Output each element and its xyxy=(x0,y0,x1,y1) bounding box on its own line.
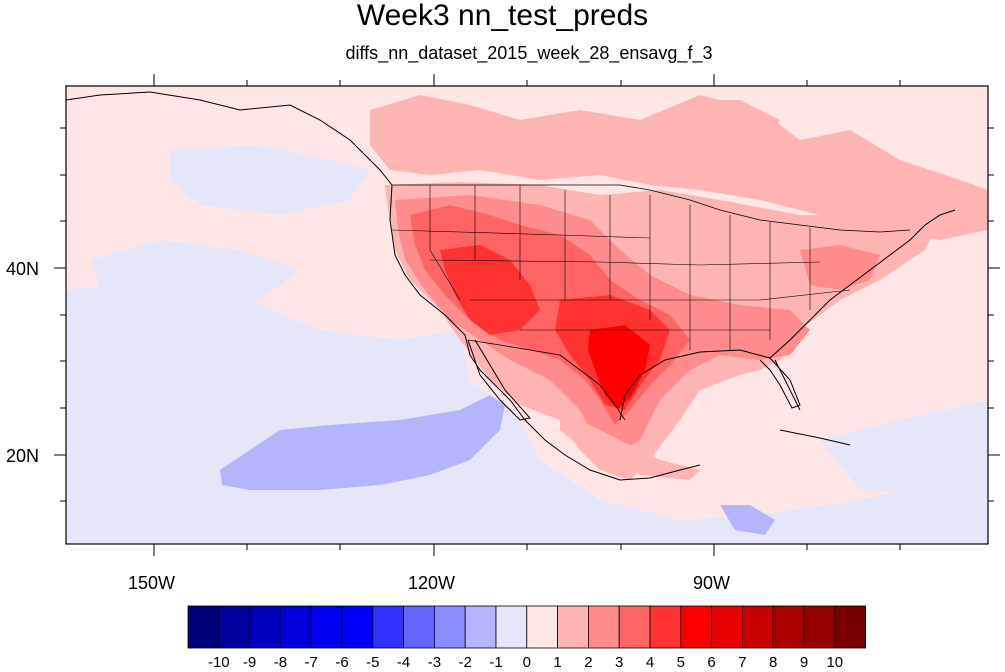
lat-label-20n: 20N xyxy=(6,446,40,466)
colorbar-label: 2 xyxy=(584,654,593,671)
colorbar-label: -1 xyxy=(489,654,503,671)
colorbar-label: 1 xyxy=(553,654,562,671)
border-us-mexico xyxy=(467,339,626,421)
colorbar-label: -10 xyxy=(207,654,230,671)
colorbar-label: 10 xyxy=(826,654,844,671)
colorbar-box xyxy=(279,605,312,649)
colorbar-box xyxy=(464,605,497,649)
colorbar-box xyxy=(403,605,435,649)
lon-label-90w: 90W xyxy=(693,573,731,593)
colorbar-label: 4 xyxy=(645,654,655,671)
colorbar-label: 8 xyxy=(769,654,778,671)
coastline-east xyxy=(769,209,956,359)
coastline-baja xyxy=(467,339,531,421)
colorbar-box xyxy=(711,605,743,649)
field-canada-warm xyxy=(370,95,988,240)
colorbar xyxy=(187,605,866,649)
field-ocean-blue-patch xyxy=(220,395,505,490)
field-caribbean-blue xyxy=(720,505,775,535)
colorbar-box xyxy=(372,605,404,649)
coastline-florida xyxy=(774,359,801,411)
colorbar-label: -9 xyxy=(242,654,257,671)
colorbar-box xyxy=(772,605,805,649)
border-us-canada xyxy=(392,184,911,233)
colorbar-box xyxy=(834,605,866,649)
colorbar-label: -3 xyxy=(427,654,442,671)
lon-label-120w: 120W xyxy=(408,573,456,593)
colorbar-box xyxy=(803,605,836,649)
colorbar-label: -7 xyxy=(304,654,318,671)
lon-label-150w: 150W xyxy=(128,573,176,593)
colorbar-label: 9 xyxy=(799,654,809,671)
colorbar-box xyxy=(526,605,558,649)
colorbar-label: -8 xyxy=(273,654,288,671)
colorbar-box xyxy=(310,605,343,649)
axis-ticks xyxy=(54,74,1000,556)
state-boundaries xyxy=(391,185,851,350)
colorbar-box xyxy=(187,605,220,649)
field-pacific-blue-west xyxy=(90,240,300,300)
colorbar-label: 7 xyxy=(738,654,747,671)
colorbar-label: -2 xyxy=(458,654,472,671)
field-atlantic-blue xyxy=(820,400,988,500)
map-subtitle: diffs_nn_dataset_2015_week_28_ensavg_f_3 xyxy=(345,43,713,63)
colorbar-label: 6 xyxy=(707,654,716,671)
colorbar-box xyxy=(218,605,251,649)
lat-label-40n: 40N xyxy=(6,259,40,279)
colorbar-box xyxy=(249,605,281,649)
colorbar-label: -4 xyxy=(396,654,411,671)
colorbar-box xyxy=(618,605,651,649)
colorbar-label: 3 xyxy=(615,654,624,671)
colorbar-label: 5 xyxy=(676,654,685,671)
field-pacific-blue-north xyxy=(170,145,370,215)
colorbar-label: -6 xyxy=(335,654,349,671)
field-layer xyxy=(66,86,988,544)
coastline-canada-north xyxy=(66,91,393,186)
field-southwest-hot xyxy=(440,245,540,335)
colorbar-box xyxy=(495,605,528,649)
colorbar-box xyxy=(680,605,712,649)
colorbar-label: -5 xyxy=(366,654,380,671)
coastline-cuba xyxy=(779,429,851,446)
field-mexico-light xyxy=(560,410,700,480)
colorbar-box xyxy=(341,605,374,649)
coastline-west xyxy=(389,184,701,481)
colorbar-box xyxy=(649,605,682,649)
field-texas-hottest xyxy=(588,325,650,410)
field-north-warm-patch xyxy=(690,100,780,150)
colorbar-box xyxy=(557,605,589,649)
colorbar-box xyxy=(742,605,774,649)
colorbar-box xyxy=(433,605,466,649)
colorbar-box xyxy=(588,605,620,649)
colorbar-label: 0 xyxy=(522,654,531,671)
map-title: Week3 nn_test_preds xyxy=(356,0,649,32)
field-east-coast-mid xyxy=(800,245,880,290)
